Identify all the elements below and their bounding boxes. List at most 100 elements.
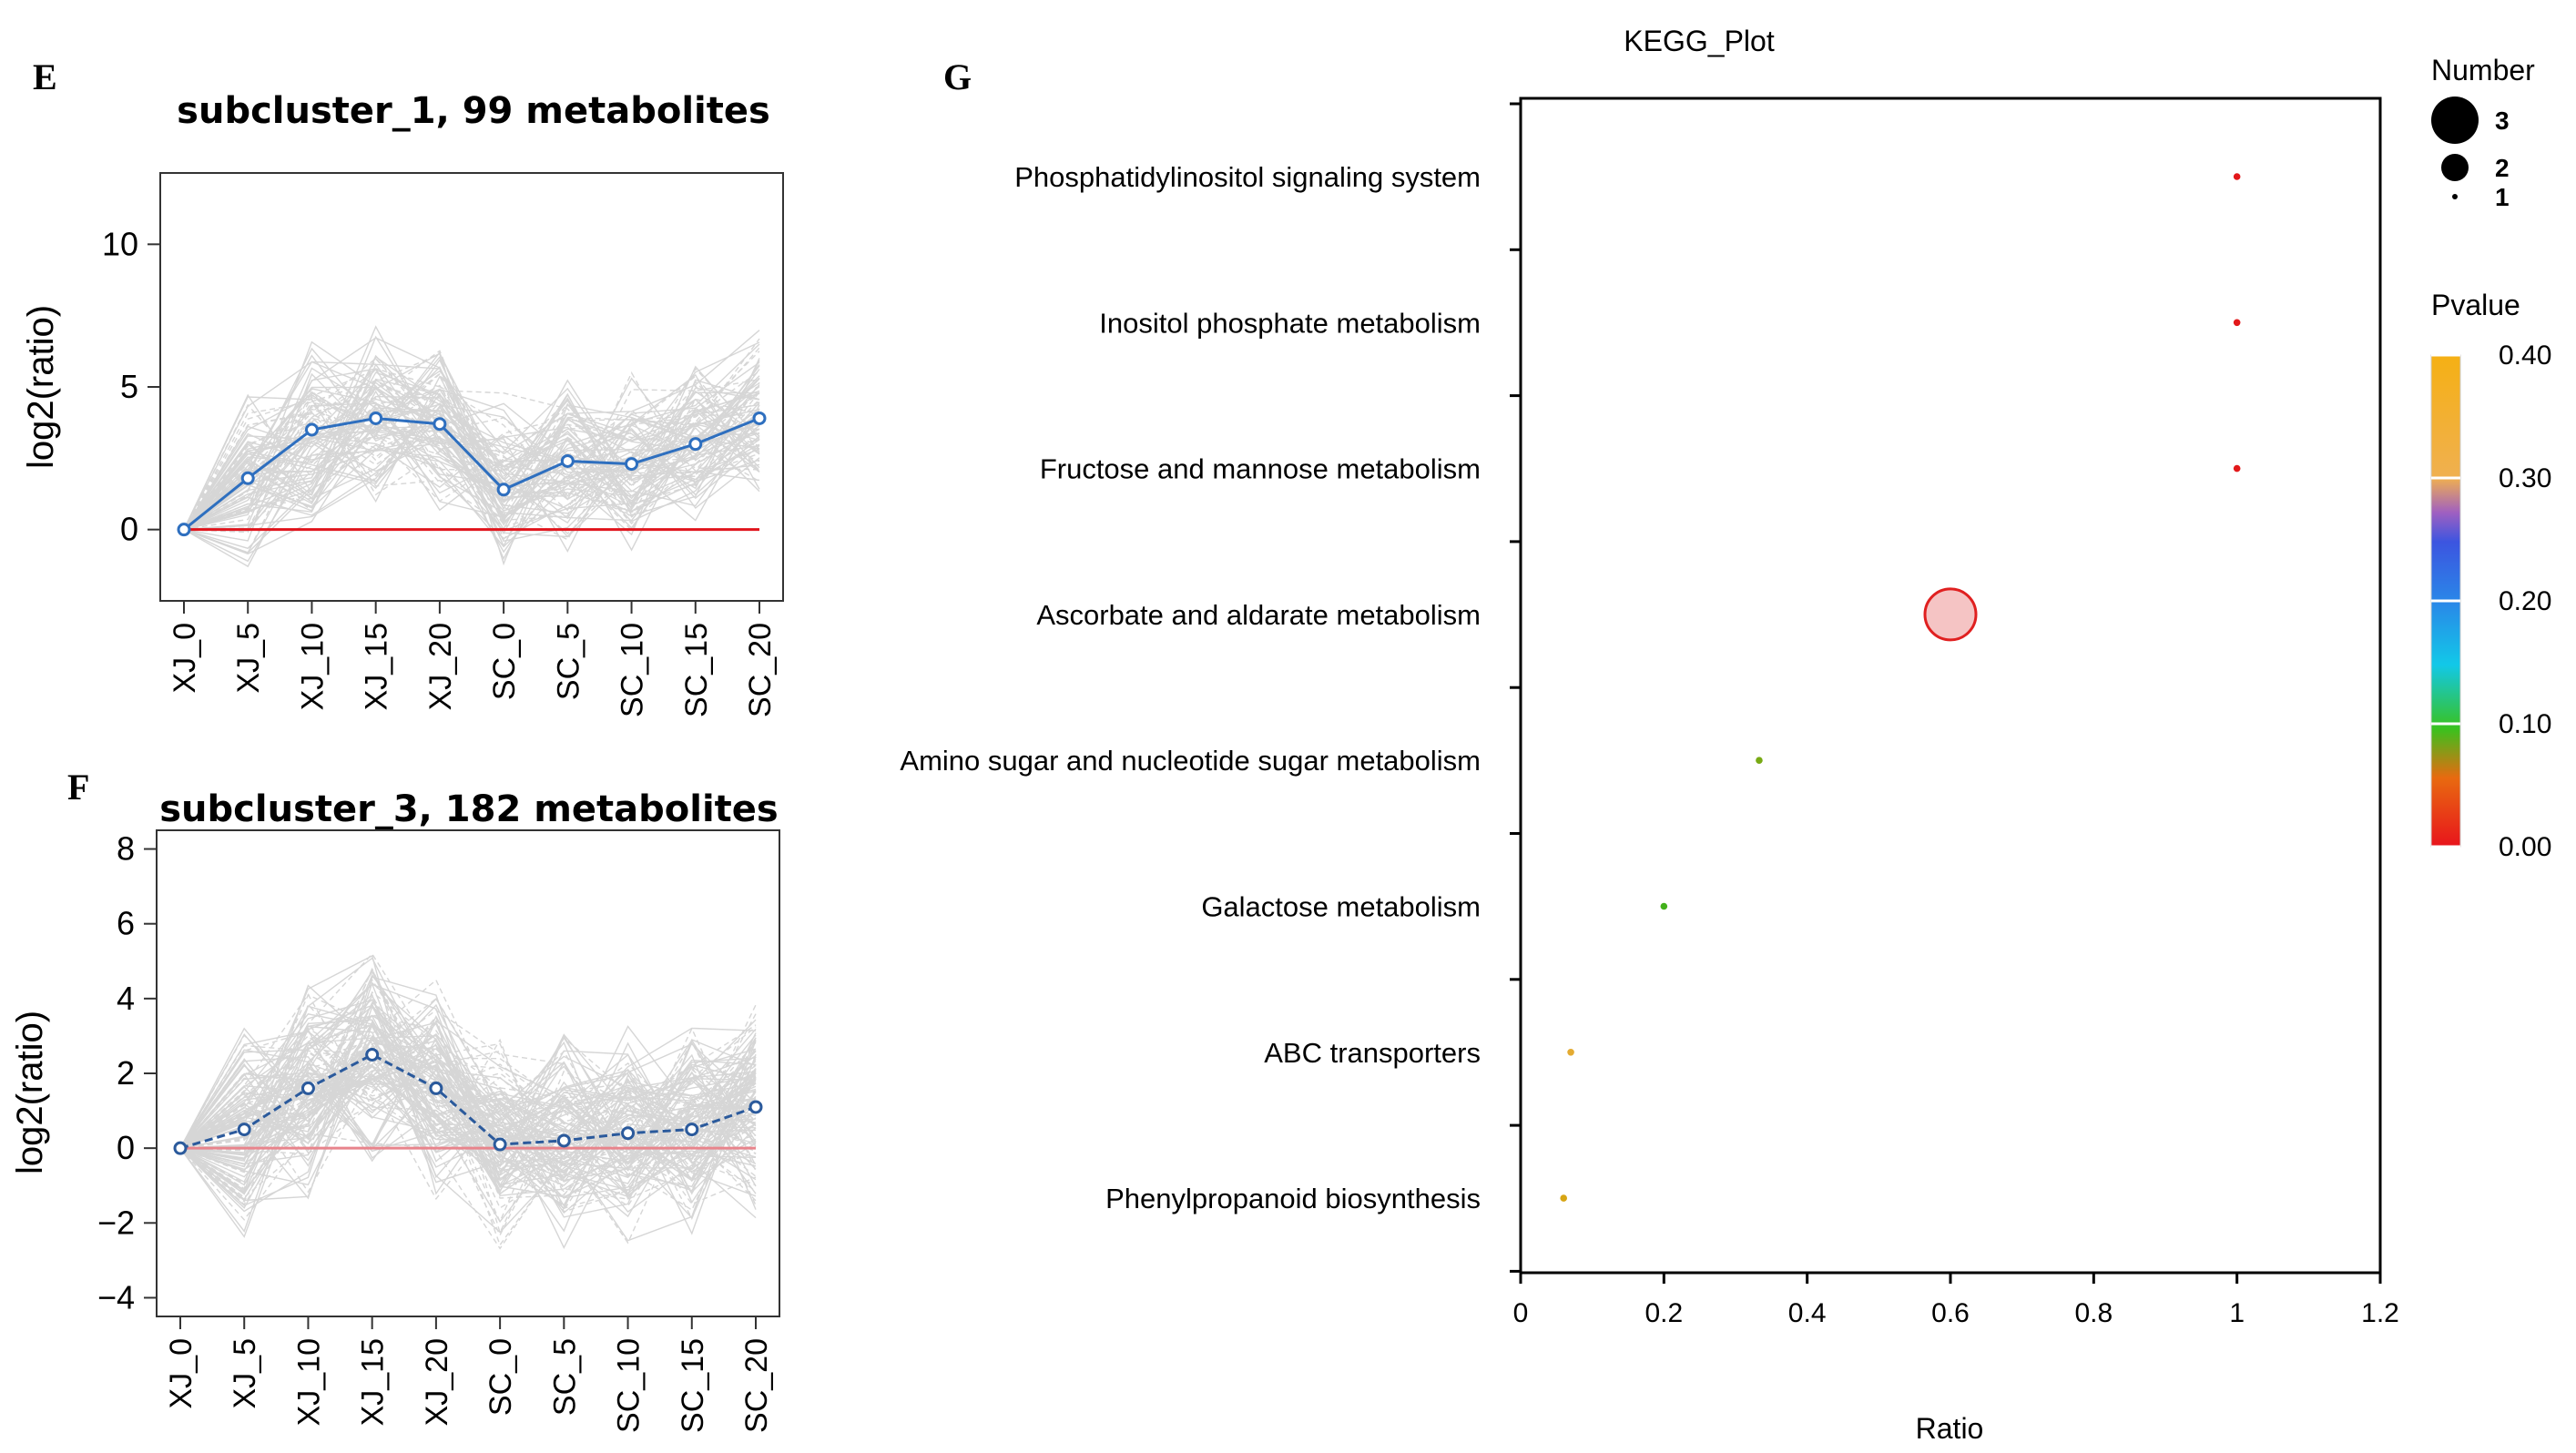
pathway-point xyxy=(1567,1049,1574,1056)
x-tick-label: SC_0 xyxy=(484,1338,518,1416)
pathway-point xyxy=(2233,319,2241,327)
x-tick-label: SC_5 xyxy=(547,1338,582,1416)
background-profile-line xyxy=(183,358,760,531)
panel-g-frame xyxy=(1519,97,2382,1275)
mean-line xyxy=(179,1052,757,1150)
background-profile-line xyxy=(179,1027,757,1149)
panel-g-xlabel: Ratio xyxy=(1916,1412,1984,1445)
pathway-point xyxy=(1660,902,1668,910)
x-tick-label: 0 xyxy=(1513,1298,1529,1328)
pathway-point xyxy=(2233,173,2241,180)
x-tick-label: XJ_20 xyxy=(420,1338,454,1426)
background-profile-line xyxy=(179,1002,757,1189)
background-profile-line xyxy=(179,997,757,1212)
background-profile-line xyxy=(179,1048,757,1168)
panel-e-title: subcluster_1, 99 metabolites xyxy=(177,90,770,132)
mean-point xyxy=(560,453,575,468)
background-profile-line xyxy=(183,399,760,531)
panel-f-title: subcluster_3, 182 metabolites xyxy=(159,788,779,830)
x-tick-label: XJ_20 xyxy=(423,623,458,710)
background-profile-line xyxy=(183,398,760,531)
background-profile-line xyxy=(179,1020,757,1188)
y-tick-label: −2 xyxy=(97,1204,135,1241)
panel-letter-f: F xyxy=(67,767,89,808)
y-tick-label: 10 xyxy=(102,225,138,262)
x-tick-label: 0.6 xyxy=(1931,1298,1970,1328)
background-profile-line xyxy=(183,367,760,531)
panel-f: F subcluster_3, 182 metabolites −4 −2 0 2 4 6… xyxy=(10,767,780,1433)
pathway-label: Amino sugar and nucleotide sugar metabol… xyxy=(900,745,1481,777)
background-profile-line xyxy=(183,350,760,541)
x-tick-label: 0.2 xyxy=(1644,1298,1683,1328)
background-profile-line xyxy=(183,379,760,543)
y-tick-label: 8 xyxy=(117,830,135,868)
size-legend: Number 3 21 xyxy=(2431,54,2535,211)
x-tick-label: XJ_5 xyxy=(228,1338,262,1409)
pathway-point xyxy=(1923,587,1978,642)
background-profile-line xyxy=(183,401,760,555)
x-tick-label: XJ_10 xyxy=(295,623,330,710)
background-profile-line xyxy=(179,1037,757,1246)
mean-point xyxy=(496,483,511,497)
x-tick-label: XJ_10 xyxy=(291,1338,326,1426)
background-profile-line xyxy=(179,1041,757,1200)
background-profile-line xyxy=(183,352,760,531)
background-profile-line xyxy=(183,368,760,531)
background-profile-line xyxy=(183,375,760,531)
panel-e: E subcluster_1, 99 metabolites 0 5 10 XJ_0… xyxy=(21,56,784,717)
x-tick-label: 1 xyxy=(2229,1298,2245,1328)
pathway-point xyxy=(2233,464,2241,472)
mean-point xyxy=(429,1081,443,1095)
background-profile-line xyxy=(179,1004,757,1168)
pathway-label: Fructose and mannose metabolism xyxy=(1040,453,1481,485)
y-tick-label: 2 xyxy=(117,1054,135,1092)
x-tick-label: SC_20 xyxy=(743,623,778,717)
size-legend-label: 1 xyxy=(2495,183,2510,211)
pathway-point xyxy=(1756,757,1763,764)
mean-point xyxy=(177,523,191,537)
x-tick-label: XJ_0 xyxy=(164,1338,199,1409)
panel-f-ylabel: log2(ratio) xyxy=(10,1011,50,1174)
mean-point xyxy=(493,1137,507,1152)
mean-point xyxy=(369,411,383,425)
pathway-point xyxy=(1560,1194,1567,1202)
x-tick-label: SC_15 xyxy=(679,623,714,717)
mean-point xyxy=(304,422,319,437)
mean-point xyxy=(433,417,447,432)
panel-g-title: KEGG_Plot xyxy=(1624,25,1775,57)
x-tick-label: SC_5 xyxy=(551,623,585,700)
x-tick-label: SC_0 xyxy=(487,623,522,700)
pathway-label: ABC transporters xyxy=(1264,1037,1481,1069)
panel-g-y-axis: Phosphatidylinositol signaling system Ino… xyxy=(900,102,1521,1273)
panel-g: G KEGG_Plot Phosphatidylinositol signali… xyxy=(900,25,2551,1445)
mean-point xyxy=(237,1123,251,1137)
colorbar-tick-label: 0.00 xyxy=(2499,832,2551,862)
background-profile-line xyxy=(179,1014,757,1196)
background-profile-line xyxy=(183,403,760,531)
color-legend-title: Pvalue xyxy=(2431,289,2520,321)
background-profile-line xyxy=(179,1057,757,1149)
pathway-label: Phosphatidylinositol signaling system xyxy=(1014,161,1481,193)
background-profile-line xyxy=(183,391,760,531)
background-profile-line xyxy=(179,1077,757,1184)
mean-point xyxy=(240,471,255,485)
size-legend-circle xyxy=(2441,154,2469,181)
mean-point xyxy=(685,1123,699,1137)
x-tick-label: SC_10 xyxy=(616,623,650,717)
background-profile-line xyxy=(183,422,760,531)
background-profile-line xyxy=(179,1032,757,1224)
background-profile-line xyxy=(183,355,760,531)
mean-point xyxy=(752,411,767,425)
pathway-label: Galactose metabolism xyxy=(1201,891,1481,923)
background-profile-line xyxy=(183,369,760,531)
y-tick-label: 5 xyxy=(120,368,138,405)
panel-letter-e: E xyxy=(33,56,57,97)
size-legend-title: Number xyxy=(2431,54,2535,86)
mean-point xyxy=(748,1100,763,1114)
background-profile-line xyxy=(179,1045,757,1214)
background-profile-line xyxy=(179,1052,757,1198)
size-legend-circle xyxy=(2431,97,2479,144)
pathway-label: Phenylpropanoid biosynthesis xyxy=(1105,1183,1481,1214)
size-legend-label: 3 xyxy=(2495,107,2510,135)
